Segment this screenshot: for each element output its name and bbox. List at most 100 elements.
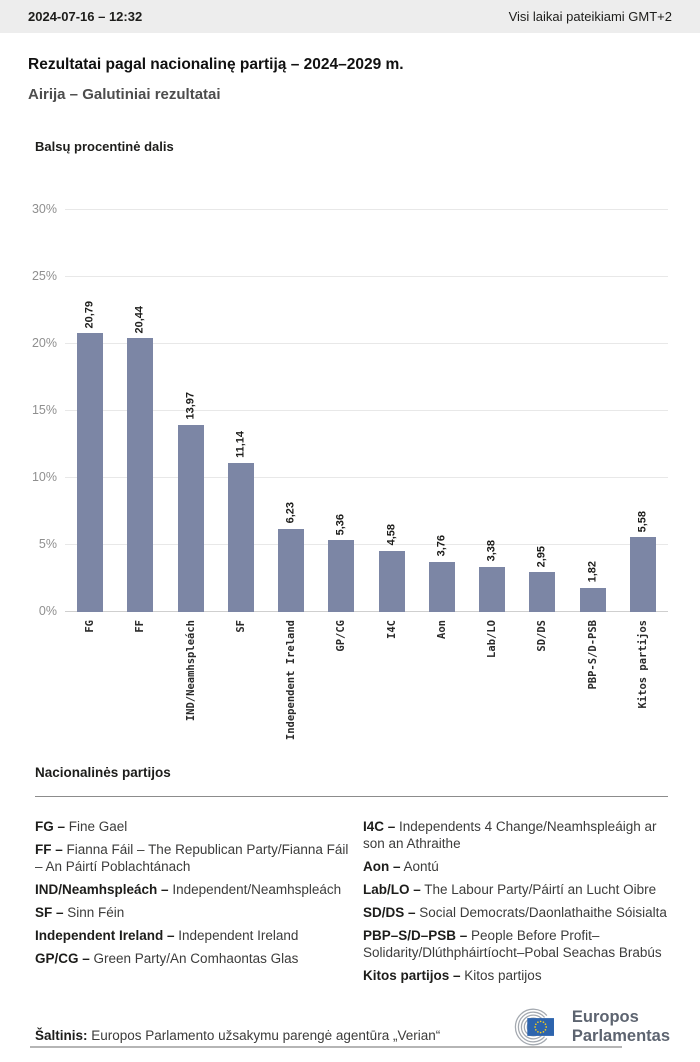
value-label-SF: 11,14	[234, 430, 247, 458]
legend-item: GP/CG – Green Party/An Comhaontas Glas	[35, 950, 351, 967]
report-datetime: 2024-07-16 – 12:32	[28, 9, 143, 24]
legend-term: GP/CG –	[35, 951, 90, 966]
legend-description: People Before Profit–Solidarity/Dlúthphá…	[363, 928, 662, 960]
legend-term: I4C –	[363, 819, 396, 834]
legend-item: PBP–S/D–PSB – People Before Profit–Solid…	[363, 927, 668, 961]
y-tick-label: 0%	[38, 604, 57, 618]
ep-logo-line1: Europos	[571, 1008, 639, 1027]
legend-term: SF –	[35, 905, 64, 920]
gridline-10%	[65, 477, 668, 478]
legend-description: Kitos partijos	[460, 968, 542, 983]
legend-item: Lab/LO – The Labour Party/Páirtí an Luch…	[363, 881, 668, 898]
y-tick-label: 25%	[31, 269, 57, 283]
value-label-FG: 20,79	[83, 300, 96, 329]
legend-item: SD/DS – Social Democrats/Daonlathaithe S…	[363, 904, 668, 921]
legend-term: FG –	[35, 819, 66, 834]
legend-description: Fine Gael	[65, 819, 128, 834]
legend-term: Lab/LO –	[363, 882, 421, 897]
source-label: Šaltinis:	[35, 1028, 88, 1043]
ep-logo-text: Europos Parlamentas	[572, 1008, 670, 1046]
bar-SD/DS[interactable]	[529, 572, 556, 612]
legend-heading: Nacionalinės partijos	[35, 765, 171, 780]
legend-item: I4C – Independents 4 Change/Neamhspleáig…	[363, 818, 668, 852]
legend-term: Aon –	[363, 859, 401, 874]
value-label-I4C: 4,58	[385, 524, 398, 546]
bottom-divider	[30, 1046, 622, 1048]
gridline-30%	[65, 209, 668, 210]
source-text: Europos Parlamento užsakymu parengė agen…	[87, 1028, 441, 1043]
value-label-SD/DS: 2,95	[535, 546, 548, 568]
bar-SF[interactable]	[227, 462, 254, 612]
bar-Aon[interactable]	[428, 561, 455, 612]
gridline-0%	[65, 611, 668, 612]
gridline-15%	[65, 410, 668, 411]
x-tick-label-Aon: Aon	[435, 620, 448, 639]
ep-logo-line2: Parlamentas	[571, 1027, 670, 1045]
bar-FG[interactable]	[77, 333, 104, 612]
page-title: Rezultatai pagal nacionalinę partiją – 2…	[28, 56, 404, 73]
legend-term: SD/DS –	[363, 905, 416, 920]
source-note: Šaltinis: Europos Parlamento užsakymu pa…	[35, 1028, 440, 1043]
y-tick-label: 5%	[38, 537, 57, 551]
value-label-Aon: 3,76	[435, 535, 448, 557]
legend-term: IND/Neamhspleách –	[35, 882, 169, 897]
bar-FF[interactable]	[127, 338, 154, 612]
legend-description: Sinn Féin	[63, 905, 125, 920]
legend-term: PBP–S/D–PSB –	[363, 928, 468, 943]
value-label-Kitos partijos: 5,58	[636, 510, 649, 533]
x-tick-label-SD/DS: SD/DS	[536, 620, 549, 652]
legend-item: Independent Ireland – Independent Irelan…	[35, 927, 351, 944]
legend-item: SF – Sinn Féin	[35, 904, 351, 921]
legend-term: FF –	[35, 842, 63, 857]
x-tick-label-Lab/LO: Lab/LO	[485, 620, 498, 658]
legend-term: Kitos partijos –	[363, 968, 461, 983]
value-label-PBP-S/D-PSB: 1,82	[586, 561, 599, 583]
x-tick-label-GP/CG: GP/CG	[335, 620, 348, 652]
y-tick-label: 10%	[31, 470, 57, 484]
x-tick-label-IND/Neamhspleách: IND/Neamhspleách	[184, 620, 197, 722]
x-tick-label-PBP-S/D-PSB: PBP-S/D-PSB	[586, 620, 599, 690]
y-tick-label: 30%	[31, 202, 57, 216]
legend-divider	[35, 796, 668, 797]
gridline-5%	[65, 544, 668, 545]
x-tick-label-Kitos partijos: Kitos partijos	[636, 620, 649, 709]
bar-I4C[interactable]	[378, 550, 405, 612]
top-bar: 2024-07-16 – 12:32 Visi laikai pateikiam…	[0, 0, 700, 33]
page-subtitle: Airija – Galutiniai rezultatai	[28, 86, 221, 103]
legend-description: Green Party/An Comhaontas Glas	[89, 951, 299, 966]
bar-Kitos partijos[interactable]	[629, 537, 656, 612]
value-label-Lab/LO: 3,38	[485, 540, 498, 562]
legend-description: Social Democrats/Daonlathaithe Sóisialta	[415, 905, 667, 920]
x-tick-label-FF: FF	[134, 620, 147, 633]
value-label-GP/CG: 5,36	[334, 513, 347, 536]
bar-chart-plot-area: 20,79 20,44 13,97 11,14 6,23 5,36 4,58 3,76 3,38…	[65, 209, 668, 612]
legend-column-left: FG – Fine Gael FF – Fianna Fáil – The Rep…	[35, 818, 351, 990]
legend-description: Independent Ireland	[174, 928, 299, 943]
x-tick-label-FG: FG	[83, 620, 96, 633]
legend-term: Independent Ireland –	[35, 928, 175, 943]
bar-Independent Ireland[interactable]	[278, 528, 305, 612]
bar-GP/CG[interactable]	[328, 540, 355, 612]
legend-description: Independent/Neamhspleách	[168, 882, 342, 897]
x-tick-label-SF: SF	[234, 620, 247, 633]
bar-PBP-S/D-PSB[interactable]	[579, 587, 606, 612]
bar-Lab/LO[interactable]	[479, 566, 506, 612]
legend-item: Kitos partijos – Kitos partijos	[363, 967, 668, 984]
legend-column-right: I4C – Independents 4 Change/Neamhspleáig…	[363, 818, 668, 990]
european-parliament-logo: Europos Parlamentas	[508, 1000, 670, 1054]
legend-item: FG – Fine Gael	[35, 818, 351, 835]
gridline-25%	[65, 276, 668, 277]
timezone-note: Visi laikai pateikiami GMT+2	[508, 9, 672, 24]
ep-hemicycle-flag-icon	[514, 1008, 554, 1046]
legend-description: Aontú	[400, 859, 439, 874]
legend-description: The Labour Party/Páirtí an Lucht Oibre	[420, 882, 657, 897]
y-tick-label: 15%	[31, 403, 57, 417]
x-tick-label-Independent Ireland: Independent Ireland	[284, 620, 297, 741]
y-tick-label: 20%	[31, 336, 57, 350]
legend-description: Independents 4 Change/Neamhspleáigh ar s…	[363, 819, 657, 851]
chart-axis-title: Balsų procentinė dalis	[35, 139, 174, 154]
bar-IND/Neamhspleách[interactable]	[177, 424, 204, 612]
x-tick-label-I4C: I4C	[385, 620, 398, 639]
value-label-FF: 20,44	[133, 305, 146, 334]
